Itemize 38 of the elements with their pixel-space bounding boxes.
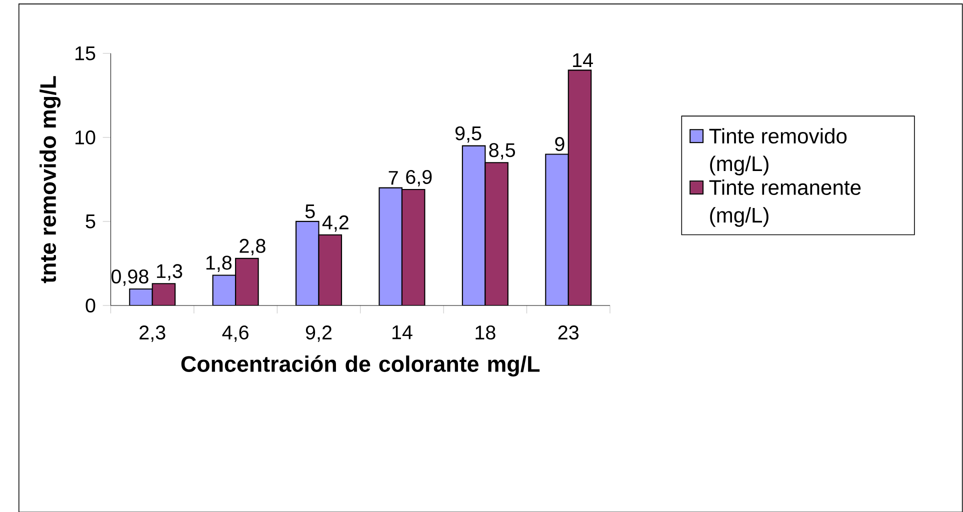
bar (235, 258, 259, 306)
bar (568, 69, 592, 306)
bar (545, 153, 569, 306)
data-label: 4,2 (322, 215, 348, 232)
data-label: 14 (573, 53, 593, 67)
y-tick-label: 10 (76, 130, 96, 144)
data-label: 6,9 (406, 170, 432, 186)
bar (318, 234, 342, 306)
data-label: 0,98 (111, 269, 148, 286)
legend-label: Tinte removido (mg/L) (709, 128, 847, 176)
data-label: 9 (555, 136, 564, 151)
data-label: 5 (305, 204, 315, 218)
x-tick-label: 14 (392, 325, 412, 339)
y-tick-label: 0 (86, 298, 96, 312)
data-label: 1,3 (157, 264, 182, 280)
data-label: 8,5 (489, 142, 516, 160)
y-axis-title: tnte removido mg/L (40, 76, 61, 283)
data-label: 2,8 (240, 238, 266, 256)
x-tick-label: 4,6 (222, 325, 248, 342)
bar (401, 188, 426, 306)
data-label: 7 (388, 170, 398, 184)
bar (152, 282, 176, 306)
bar (129, 288, 153, 306)
y-tick-label: 15 (76, 46, 96, 60)
bar (484, 162, 508, 306)
bar (296, 220, 320, 306)
legend-label: Tinte remanente (mg/L) (709, 179, 861, 227)
x-tick-label: 18 (476, 325, 496, 340)
x-tick-label: 9,2 (306, 325, 332, 342)
data-label: 9,5 (455, 126, 482, 142)
bar (212, 274, 236, 306)
x-axis-title: Concentración de colorante mg/L (181, 355, 540, 376)
data-label: 1,8 (206, 255, 232, 272)
bar (378, 187, 402, 306)
x-tick-label: 23 (558, 325, 579, 340)
bar (462, 145, 486, 306)
x-tick-label: 2,3 (140, 325, 166, 342)
y-tick-label: 5 (86, 214, 96, 228)
